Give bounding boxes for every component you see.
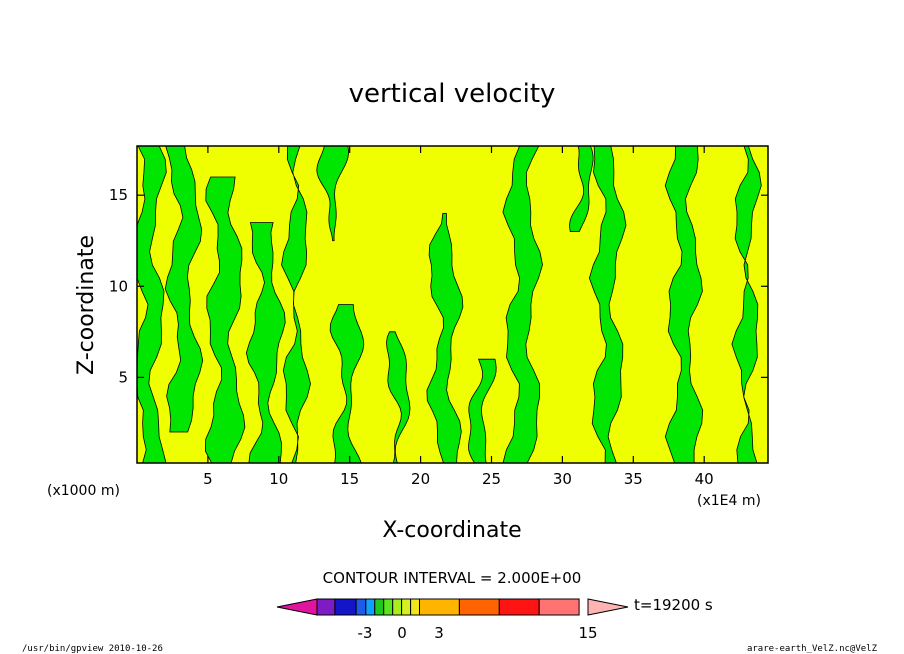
y-axis-label: Z-coordinate xyxy=(74,235,99,375)
colorbar-cell xyxy=(392,598,403,616)
colorbar: -3 0 3 15 xyxy=(276,598,629,642)
colorbar-cell xyxy=(410,598,421,616)
time-label: t=19200 s xyxy=(634,596,713,614)
colorbar-cell xyxy=(538,598,580,616)
negative-velocity-region xyxy=(386,331,411,464)
colorbar-cell xyxy=(334,598,357,616)
y-tick-label: 5 xyxy=(118,368,128,386)
chart-title: vertical velocity xyxy=(349,79,556,109)
x-tick-label: 10 xyxy=(269,470,288,488)
x-tick-label: 20 xyxy=(411,470,430,488)
colorbar-tick-label: 3 xyxy=(434,624,444,642)
x-tick-label: 25 xyxy=(482,470,501,488)
footer-right: arare-earth_VelZ.nc@VelZ xyxy=(747,644,878,654)
x-axis-unit-right: (x1E4 m) xyxy=(697,493,761,509)
colorbar-cell xyxy=(458,598,500,616)
x-tick-label: 40 xyxy=(695,470,714,488)
colorbar-cell xyxy=(587,598,629,616)
plot-frame xyxy=(136,145,769,464)
colorbar-tick-label: 0 xyxy=(397,624,407,642)
negative-velocity-region xyxy=(426,213,464,464)
colorbar-cell xyxy=(374,598,385,616)
footer-left: /usr/bin/gpview 2010-10-26 xyxy=(22,644,163,654)
colorbar-cell xyxy=(365,598,376,616)
x-axis: 5 10 15 20 25 30 35 40 xyxy=(203,146,714,488)
colorbar-tick-label: -3 xyxy=(358,624,373,642)
negative-velocity-region xyxy=(468,358,497,464)
y-tick-label: 15 xyxy=(109,186,128,204)
colorbar-cell xyxy=(276,598,318,616)
negative-velocity-region xyxy=(204,176,246,464)
colorbar-cell xyxy=(383,598,394,616)
x-axis-unit-left: (x1000 m) xyxy=(47,483,120,499)
colorbar-tick-label: 15 xyxy=(578,624,597,642)
plot-area xyxy=(136,145,769,464)
colorbar-cell xyxy=(316,598,336,616)
contour-interval-text: CONTOUR INTERVAL = 2.000E+00 xyxy=(323,569,582,587)
colorbar-cell xyxy=(419,598,460,616)
colorbar-cell xyxy=(355,598,367,616)
x-tick-label: 5 xyxy=(203,470,213,488)
x-tick-label: 35 xyxy=(624,470,643,488)
x-axis-label: X-coordinate xyxy=(382,518,521,543)
x-tick-label: 15 xyxy=(340,470,359,488)
negative-velocity-region xyxy=(245,222,286,464)
y-axis: 5 10 15 xyxy=(109,186,768,386)
y-tick-label: 10 xyxy=(109,277,128,295)
colorbar-cell xyxy=(401,598,412,616)
negative-velocity-region xyxy=(329,304,365,464)
colorbar-cell xyxy=(498,598,540,616)
x-tick-label: 30 xyxy=(553,470,572,488)
